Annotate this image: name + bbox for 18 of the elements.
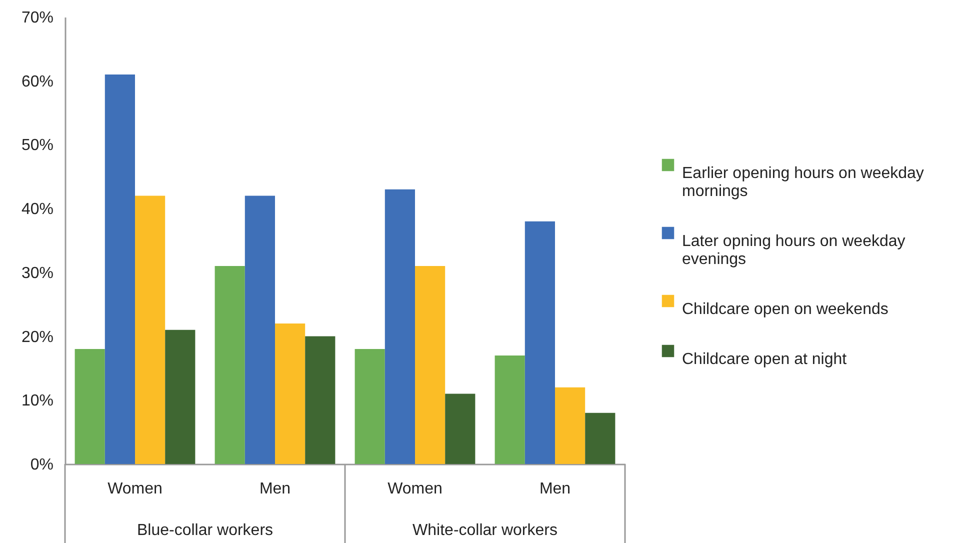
x-tick-label: Men xyxy=(259,480,291,498)
legend-label: Childcare open on weekends xyxy=(682,301,888,318)
y-tick-label: 60% xyxy=(21,73,54,90)
y-tick-label: 30% xyxy=(21,264,54,282)
text: White-collar workers xyxy=(412,522,558,539)
legend-label: Earlier opening hours on weekday mornings xyxy=(682,165,924,200)
y-tick-label: 70% xyxy=(21,10,54,26)
x-tick-label: Women xyxy=(388,480,442,498)
legend-label: Later opning hours on weekday evenings xyxy=(682,233,906,268)
x-tick-label: Women xyxy=(108,480,162,498)
legend-label: Childcare open at night xyxy=(682,351,848,368)
y-tick-label: 20% xyxy=(21,328,54,346)
y-tick-label: 10% xyxy=(21,392,54,410)
y-tick-label: 40% xyxy=(21,201,54,218)
y-tick-label: 0% xyxy=(30,456,54,474)
text: Blue-collar workers xyxy=(136,522,274,539)
y-tick-label: 50% xyxy=(21,137,54,154)
x-tick-label: Men xyxy=(539,480,571,498)
